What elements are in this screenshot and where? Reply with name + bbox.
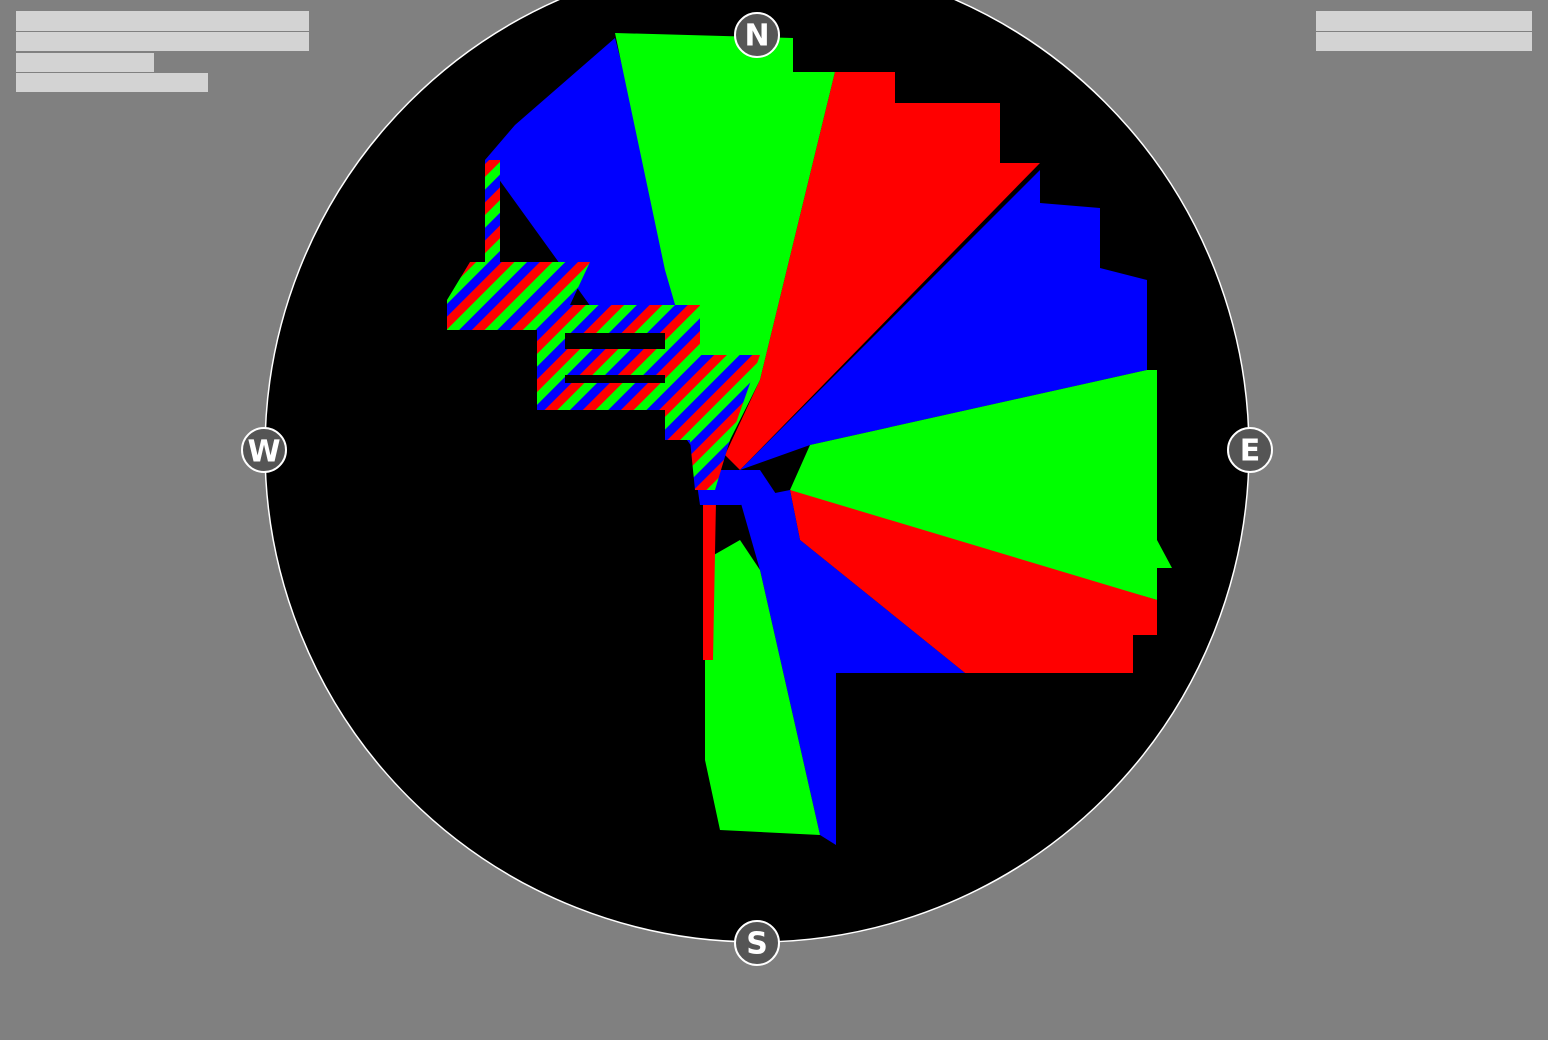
info-bar [1316,32,1532,51]
sector [740,490,965,845]
striped-area [665,355,760,490]
info-bar [16,32,309,51]
sector [725,72,1040,470]
compass-west: W [247,435,280,470]
visibility-map [447,33,1172,845]
info-bar [16,53,154,72]
info-bar [1316,11,1532,31]
sector [705,540,820,835]
gap [565,375,665,383]
info-bar [16,11,309,31]
sector [790,490,1157,673]
sector [740,170,1147,470]
compass-east: E [1240,434,1261,469]
compass-badge [241,427,287,473]
sector [790,370,1172,600]
compass-badge [1227,427,1273,473]
compass-south: S [746,927,768,962]
info-bars [16,11,1532,92]
sector [703,500,716,660]
compass: N E S W [241,12,1273,966]
compass-badge [734,12,780,58]
gap [565,333,665,349]
info-bar [16,73,208,92]
compass-north: N [744,19,769,54]
sector [615,33,835,460]
compass-badge [734,920,780,966]
striped-area [485,160,500,262]
striped-area [537,305,700,410]
